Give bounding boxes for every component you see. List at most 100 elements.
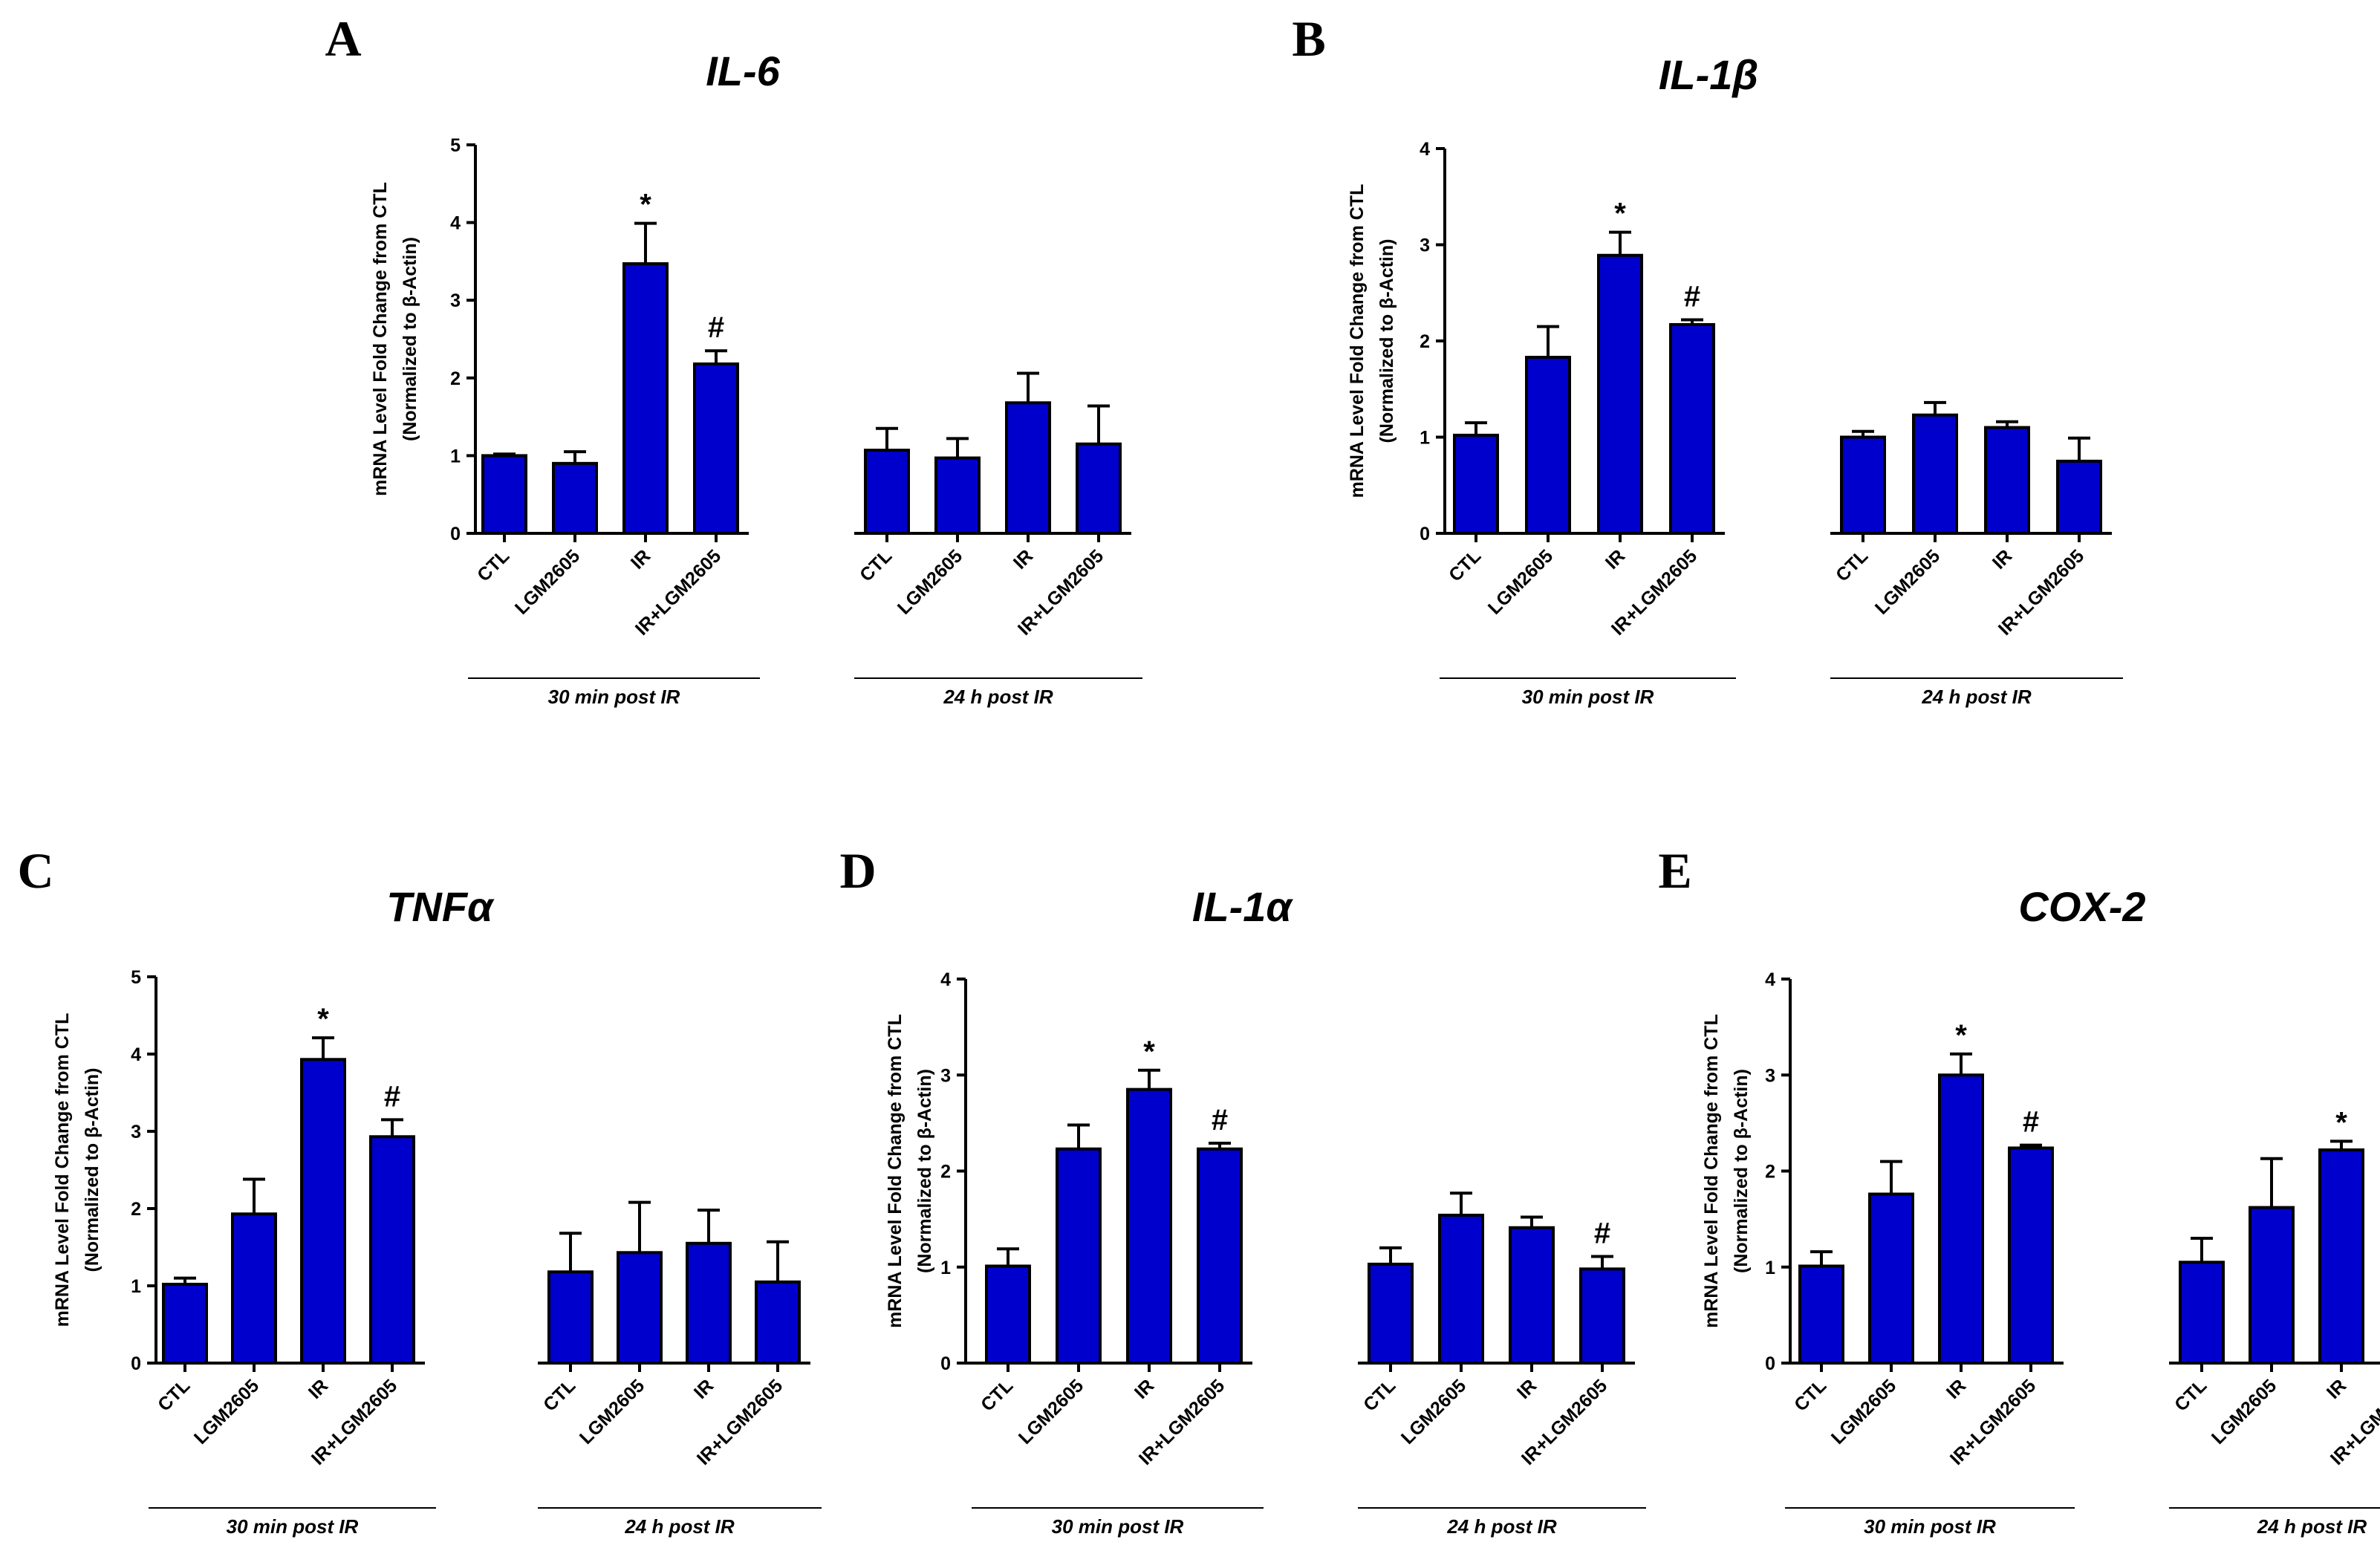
- y-tick-label: 2: [1420, 331, 1430, 352]
- x-tick-label: CTL: [1790, 1375, 1830, 1415]
- group-label: 30 min post IR: [1052, 1515, 1184, 1538]
- x-tick-label: CTL: [977, 1375, 1017, 1415]
- y-tick-label: 0: [1765, 1353, 1775, 1374]
- significance-marker: #: [1594, 1217, 1610, 1250]
- bar: [231, 1212, 277, 1365]
- x-tick-label: IR: [627, 545, 654, 573]
- chart-panel-a: A IL-6 mRNA Level Fold Change from CTL (Nor…: [325, 10, 1142, 708]
- bar: [2179, 1261, 2225, 1365]
- x-tick-label: LGM2605: [511, 545, 584, 618]
- group-label: 24 h post IR: [1446, 1515, 1557, 1538]
- y-axis-label: mRNA Level Fold Change from CTL: [370, 182, 391, 496]
- x-tick-label: IR: [1602, 545, 1629, 573]
- y-tick-label: 0: [940, 1353, 951, 1374]
- x-tick-label: CTL: [2171, 1375, 2211, 1415]
- y-tick-label: 3: [1420, 235, 1430, 256]
- y-tick-label: 3: [450, 290, 461, 311]
- y-tick-label: 3: [1765, 1065, 1775, 1086]
- bar: [162, 1282, 208, 1365]
- bar: [1056, 1147, 1102, 1365]
- bar: [300, 1058, 346, 1365]
- y-tick-label: 4: [450, 213, 461, 234]
- chart-title: IL-1α: [1192, 883, 1294, 930]
- panel-letter: A: [325, 10, 361, 67]
- x-tick-label: CTL: [1832, 545, 1872, 585]
- bar: [369, 1135, 415, 1365]
- significance-marker: #: [1212, 1104, 1228, 1137]
- significance-marker: #: [1684, 281, 1700, 313]
- y-tick-label: 4: [940, 969, 951, 990]
- x-tick-label: LGM2605: [190, 1375, 263, 1448]
- y-tick-label: 2: [450, 368, 461, 389]
- y-tick-label: 0: [1420, 524, 1430, 544]
- panel-letter: C: [17, 842, 53, 899]
- panel-letter: D: [839, 842, 876, 899]
- bar: [693, 362, 739, 535]
- bar: [1938, 1073, 1984, 1365]
- y-tick-label: 4: [1420, 139, 1430, 160]
- y-tick-label: 0: [450, 524, 461, 544]
- y-axis-label: mRNA Level Fold Change from CTL: [1701, 1014, 1722, 1328]
- y-tick-label: 2: [940, 1162, 951, 1183]
- x-tick-label: LGM2605: [1871, 545, 1944, 618]
- bar: [1912, 413, 1958, 536]
- x-tick-label: IR: [1942, 1375, 1970, 1402]
- chart-title: TNFα: [386, 883, 495, 930]
- y-tick-label: 0: [131, 1353, 141, 1374]
- x-tick-label: CTL: [1359, 1375, 1399, 1415]
- x-tick-label: CTL: [856, 545, 896, 585]
- significance-marker: *: [640, 189, 651, 221]
- chart-panel-e: E COX-2 mRNA Level Fold Change from CTL (No…: [1658, 842, 2380, 1538]
- y-tick-label: 5: [450, 135, 461, 156]
- chart-panel-b: B IL-1β mRNA Level Fold Change from CTL (No…: [1292, 10, 2123, 708]
- significance-marker: #: [708, 311, 724, 344]
- x-tick-label: LGM2605: [1827, 1375, 1900, 1448]
- bar: [1525, 356, 1571, 536]
- x-tick-label: IR: [1513, 1375, 1541, 1402]
- y-tick-label: 2: [131, 1199, 141, 1220]
- bar: [1868, 1192, 1914, 1365]
- y-tick-label: 2: [1765, 1162, 1775, 1183]
- bar: [1368, 1262, 1414, 1365]
- x-tick-label: IR: [305, 1375, 332, 1402]
- bar: [622, 262, 669, 535]
- chart-title: IL-6: [706, 48, 780, 94]
- x-tick-label: IR: [1131, 1375, 1158, 1402]
- chart-panel-d: D IL-1α mRNA Level Fold Change from CTL (No…: [839, 842, 1646, 1538]
- x-tick-label: CTL: [539, 1375, 579, 1415]
- y-tick-label: 5: [131, 967, 141, 988]
- x-tick-label: IR: [1989, 545, 2016, 573]
- significance-marker: *: [1143, 1035, 1155, 1068]
- y-tick-label: 1: [1765, 1258, 1775, 1278]
- bar: [1126, 1087, 1172, 1365]
- panel-letter: B: [1292, 10, 1325, 67]
- bar: [552, 461, 598, 535]
- bar: [1509, 1226, 1555, 1365]
- group-label: 30 min post IR: [1864, 1515, 1996, 1538]
- bar: [755, 1280, 801, 1365]
- y-tick-label: 4: [1765, 969, 1775, 990]
- x-tick-label: LGM2605: [576, 1375, 648, 1448]
- x-tick-label: CTL: [154, 1375, 194, 1415]
- bar: [1669, 322, 1715, 535]
- y-tick-label: 1: [940, 1258, 951, 1278]
- y-tick-label: 1: [1420, 428, 1430, 449]
- bar: [1798, 1264, 1844, 1365]
- bar: [1840, 435, 1886, 535]
- bar: [1453, 433, 1499, 535]
- bar: [547, 1270, 594, 1365]
- bar: [1197, 1147, 1243, 1365]
- bar: [1597, 253, 1643, 535]
- chart-panel-c: C TNFα mRNA Level Fold Change from CTL (Nor…: [17, 842, 822, 1538]
- x-tick-label: CTL: [473, 545, 513, 585]
- significance-marker: #: [2023, 1106, 2039, 1139]
- bar: [617, 1251, 663, 1365]
- chart-title: COX-2: [2018, 883, 2145, 930]
- significance-marker: *: [317, 1003, 329, 1035]
- y-axis-label-2: (Normalized to β-Actin): [1731, 1069, 1752, 1273]
- bar: [2056, 459, 2102, 535]
- x-tick-label: IR: [690, 1375, 718, 1402]
- bar: [1579, 1267, 1625, 1365]
- group-label: 30 min post IR: [548, 686, 680, 708]
